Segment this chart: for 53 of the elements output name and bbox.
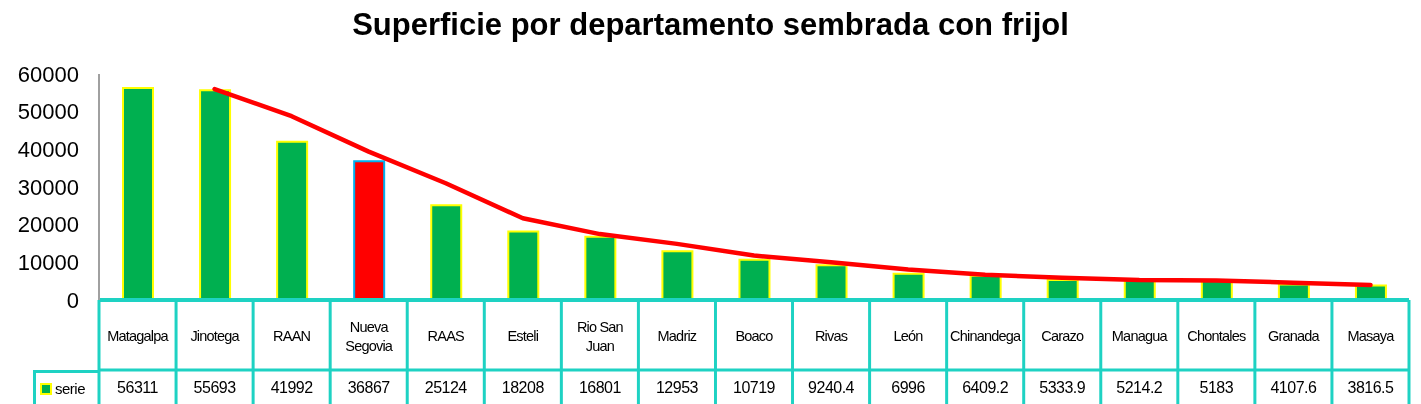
x-tick-label: Madriz: [657, 328, 697, 344]
x-tick-label: Chinandega: [950, 328, 1023, 344]
y-tick-label: 10000: [17, 250, 79, 276]
data-label: 55693: [193, 378, 237, 396]
bar: [122, 86, 154, 300]
bar: [430, 204, 463, 300]
data-label: 5333.9: [1039, 378, 1086, 396]
data-label: 12953: [655, 378, 699, 396]
x-tick-label: Masaya: [1347, 328, 1396, 344]
data-label: 9240.4: [808, 378, 855, 396]
data-label: 3816.5: [1347, 378, 1395, 396]
data-label: 25124: [424, 378, 468, 396]
y-tick-label: 50000: [17, 99, 79, 125]
bar: [815, 264, 848, 300]
data-label: 6996: [891, 378, 926, 396]
x-tick-label: Boaco: [735, 328, 774, 344]
bar: [661, 250, 694, 300]
x-tick-label: RAAN: [273, 328, 311, 344]
y-tick-label: 40000: [17, 137, 79, 163]
x-tick-label: León: [893, 328, 924, 344]
data-label: 16801: [578, 378, 622, 396]
data-label: 5183: [1199, 378, 1234, 396]
data-label: 10719: [733, 378, 776, 396]
data-label: 5214.2: [1116, 378, 1163, 396]
chart-title: Superficie por departamento sembrada con frijol: [351, 7, 1070, 42]
bar: [892, 272, 925, 300]
y-tick-label: 30000: [17, 174, 79, 200]
data-label: 4107.6: [1270, 378, 1317, 396]
x-tick-label: Nueva Segovia: [345, 318, 394, 354]
x-tick-label: Rivas: [814, 328, 848, 344]
x-tick-label: Esteli: [507, 328, 539, 344]
y-tick-label: 20000: [17, 212, 79, 238]
data-label: 6409.2: [962, 378, 1009, 396]
x-tick-label: Carazo: [1041, 328, 1084, 344]
x-tick-label: Granada: [1267, 328, 1321, 344]
data-label: 56311: [117, 378, 159, 396]
x-tick-label: Matagalpa: [107, 328, 170, 344]
bar: [199, 89, 232, 300]
bar: [276, 140, 309, 300]
legend-label: serie: [55, 380, 86, 397]
bar: [738, 258, 771, 300]
y-tick-label: 0: [66, 287, 79, 313]
bar: [584, 235, 617, 300]
data-label: 36867: [347, 378, 391, 396]
y-tick-label: 60000: [17, 61, 79, 87]
x-tick-label: Jinotega: [190, 328, 241, 344]
bar: [507, 230, 540, 300]
data-label: 18208: [501, 378, 545, 396]
x-tick-label: Managua: [1111, 328, 1169, 344]
data-label: 41992: [270, 378, 314, 396]
x-tick-label: Rio San Juan: [576, 318, 624, 354]
x-tick-label: Chontales: [1187, 328, 1246, 344]
x-tick-label: RAAS: [427, 328, 465, 344]
